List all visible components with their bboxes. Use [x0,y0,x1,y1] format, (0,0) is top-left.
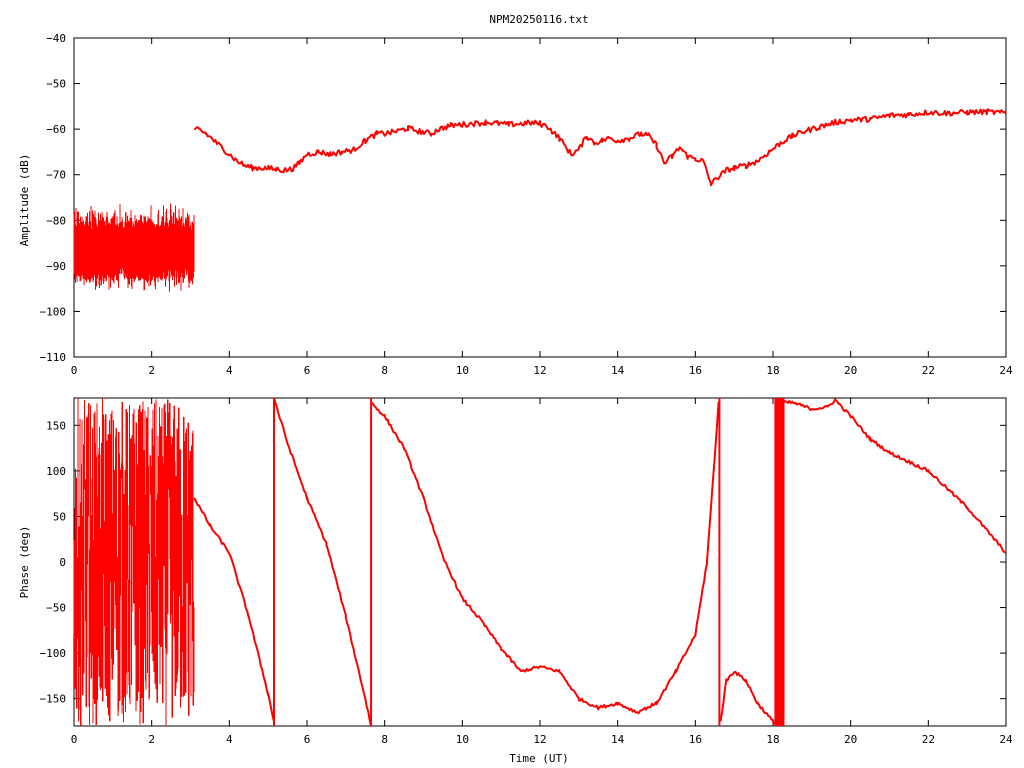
top-x-tick-label: 8 [381,364,388,377]
bot-series-segment [719,670,782,726]
bot-y-tick-label: 150 [46,419,66,432]
top-x-tick-label: 18 [766,364,779,377]
top-y-tick-label: −70 [46,169,66,182]
bot-noise-band [73,398,195,726]
amplitude-series [73,108,1007,292]
top-noise-band [73,203,195,292]
bot-x-tick-label: 12 [533,733,546,746]
top-x-tick-label: 0 [71,364,78,377]
top-y-tick-label: −50 [46,78,66,91]
top-x-tick-label: 6 [304,364,311,377]
bot-series-segment [370,401,720,715]
bot-y-tick-label: −150 [40,693,67,706]
bot-x-tick-label: 10 [456,733,469,746]
bot-x-tick-label: 20 [844,733,857,746]
top-series-line [193,108,1007,187]
bot-x-tick-label: 14 [611,733,625,746]
bot-x-tick-label: 22 [922,733,935,746]
bot-x-tick-label: 2 [148,733,155,746]
top-x-tick-label: 2 [148,364,155,377]
top-y-tick-label: −40 [46,32,66,45]
bot-x-tick-label: 4 [226,733,233,746]
bot-dense-band [774,398,785,726]
top-y-tick-label: −80 [46,214,66,227]
top-x-tick-label: 22 [922,364,935,377]
bot-y-tick-label: 50 [53,510,66,523]
phase-plot-frame [73,397,1007,727]
bot-y-tick-label: 0 [59,556,66,569]
top-y-tick-label: −110 [40,351,67,364]
top-y-tick-label: −100 [40,305,67,318]
phase-y-label: Phase (deg) [18,526,31,599]
chart-title: NPM20250116.txt [489,13,588,26]
bot-y-tick-label: −50 [46,602,66,615]
bot-series-segment [780,398,1007,554]
bot-x-tick-label: 0 [71,733,78,746]
bot-x-tick-label: 6 [304,733,311,746]
phase-y-ticks: 150 100 50 0 −50 −100 −150 [40,419,1006,706]
amplitude-x-ticks: 0 2 4 6 8 10 12 14 16 18 20 22 24 [71,38,1013,377]
top-x-tick-label: 14 [611,364,625,377]
amplitude-plot-frame [73,37,1007,358]
bot-x-tick-label: 24 [999,733,1013,746]
top-y-tick-label: −60 [46,123,66,136]
amplitude-y-ticks: −40 −50 −60 −70 −80 −90 −100 −110 [40,32,1006,364]
bot-x-tick-label: 16 [689,733,702,746]
bot-x-tick-label: 8 [381,733,388,746]
bot-series-segment [273,397,373,727]
amplitude-y-label: Amplitude (dB) [18,154,31,247]
amplitude-panel: 0 2 4 6 8 10 12 14 16 18 20 22 24 −40−50−60−70−80−90… [18,32,1013,377]
top-x-tick-label: 12 [533,364,546,377]
bot-y-tick-label: 100 [46,465,66,478]
phase-x-ticks: 0 2 4 6 8 10 12 14 16 18 20 22 24 [71,398,1013,746]
bot-y-tick-label: −100 [40,647,67,660]
top-x-tick-label: 10 [456,364,469,377]
phase-panel: 0 2 4 6 8 10 12 14 16 18 20 22 24 150100500−50−100−1… [18,397,1013,765]
top-x-tick-label: 20 [844,364,857,377]
bot-series-segment [193,497,275,722]
top-y-tick-label: −90 [46,260,66,273]
top-x-tick-label: 16 [689,364,702,377]
top-x-tick-label: 4 [226,364,233,377]
phase-series [73,397,1007,727]
bot-x-tick-label: 18 [766,733,779,746]
phase-x-label: Time (UT) [509,752,569,765]
top-x-tick-label: 24 [999,364,1013,377]
